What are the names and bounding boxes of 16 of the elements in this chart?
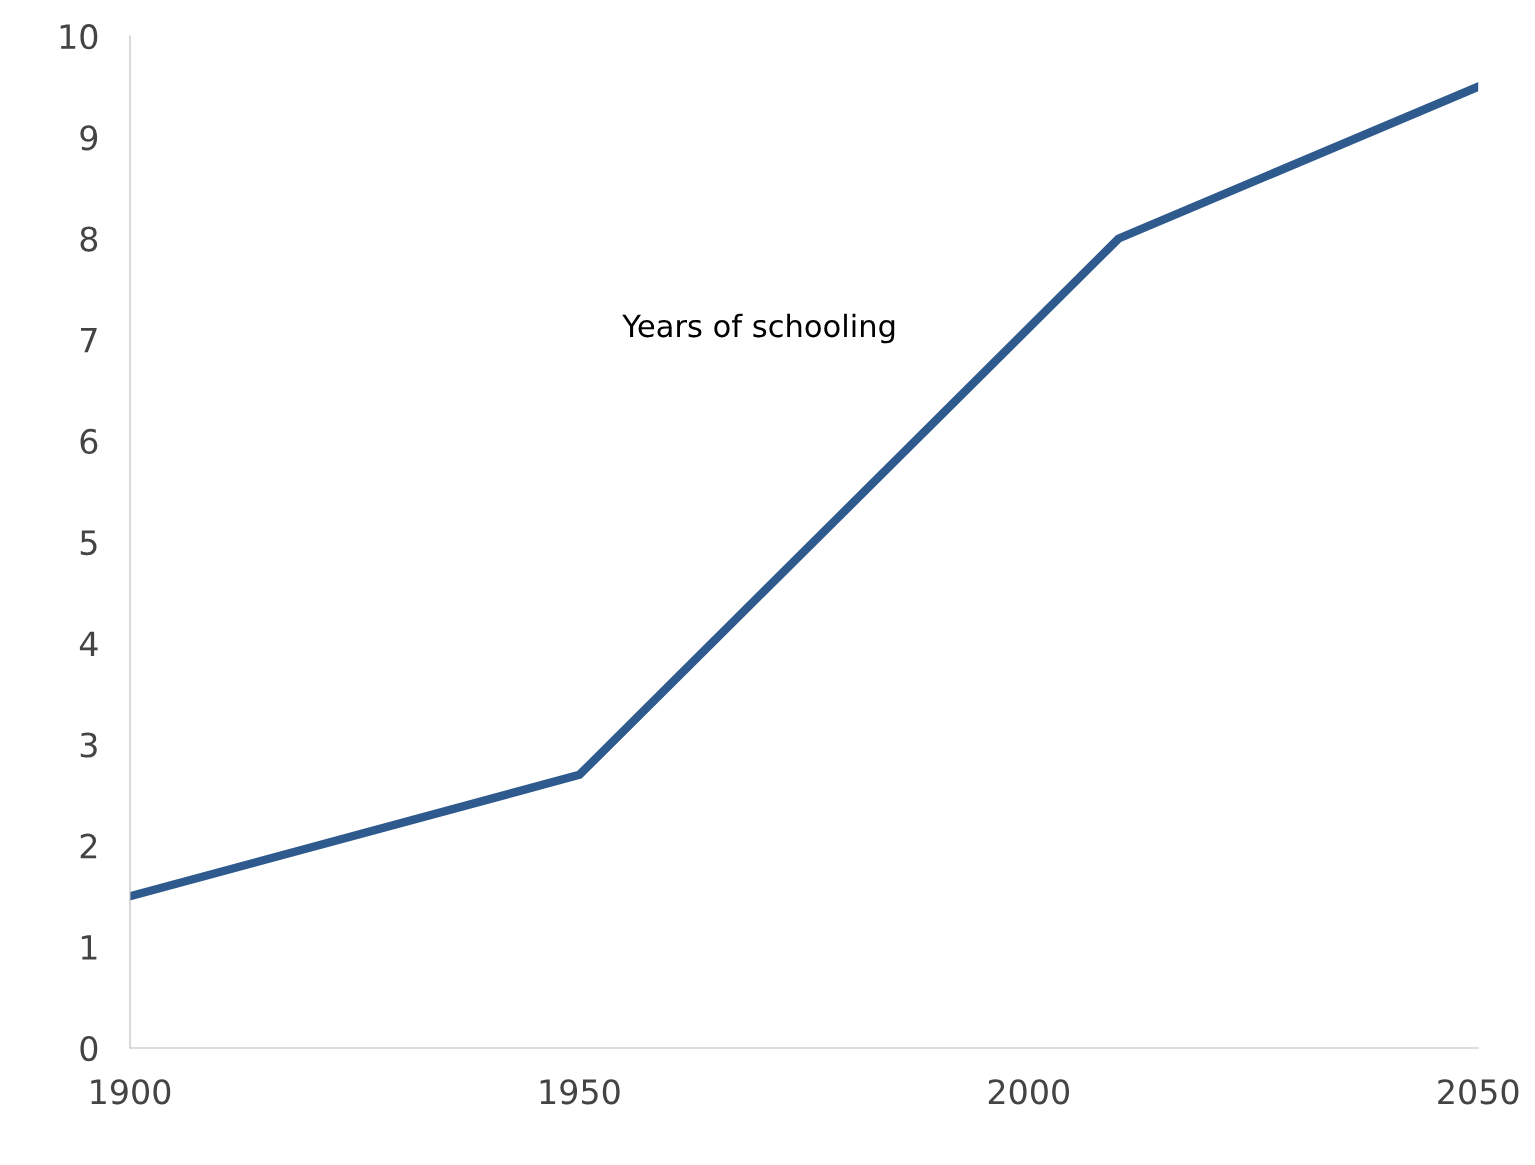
y-tick-label: 5 (80, 530, 97, 556)
x-tick-label: 2050 (1438, 1079, 1519, 1105)
y-tick-label: 1 (81, 935, 97, 960)
y-tick-label: 8 (80, 226, 98, 252)
y-tick-label: 9 (80, 125, 98, 151)
x-tick-label: 1950 (540, 1079, 620, 1105)
x-tick-label: 1900 (91, 1079, 171, 1105)
y-tick-label: 2 (80, 833, 97, 859)
y-tick-label: 4 (79, 631, 98, 656)
y-tick-label: 0 (80, 1035, 98, 1062)
y-tick-label: 3 (80, 732, 97, 758)
text: Years of schooling (622, 313, 895, 344)
y-tick-label: 6 (80, 428, 98, 455)
x-tick-label: 2000 (988, 1079, 1070, 1105)
y-tick-label: 10 (60, 24, 98, 50)
y-tick-label: 7 (80, 328, 97, 353)
